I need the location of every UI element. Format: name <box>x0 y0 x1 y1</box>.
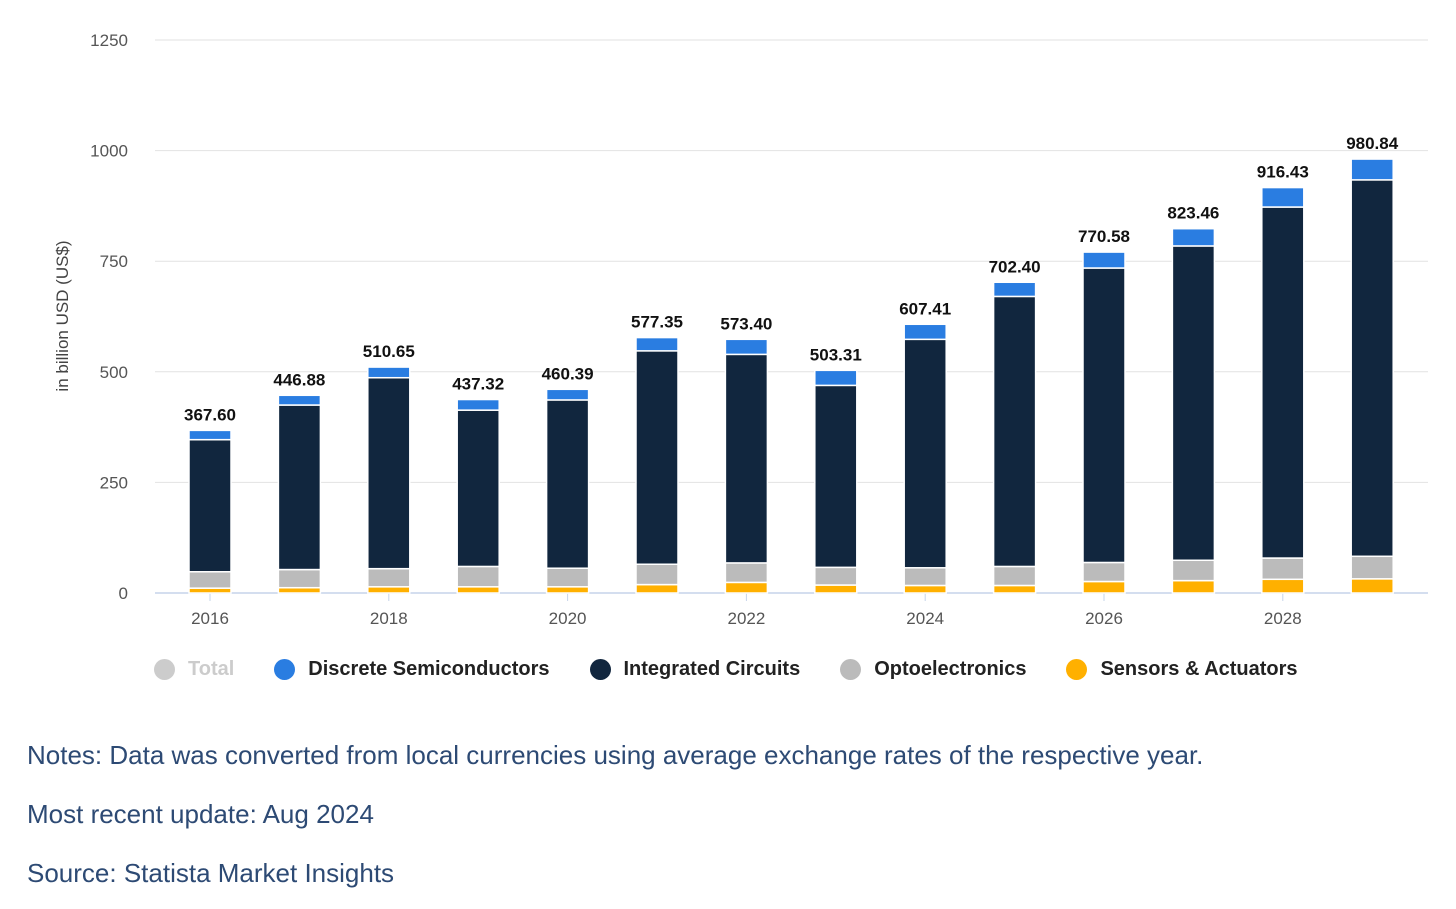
bar-segment-sensors-actuators <box>456 586 500 594</box>
x-tick-label: 2028 <box>1264 609 1302 628</box>
bar-segment-optoelectronics <box>188 571 232 589</box>
bar-segment-optoelectronics <box>1350 555 1394 580</box>
bar-segment-integrated-circuits <box>456 409 500 568</box>
x-tick-label: 2026 <box>1085 609 1123 628</box>
bar-segment-optoelectronics <box>903 567 947 587</box>
bar-segment-discrete-semiconductors <box>992 281 1037 298</box>
bar-segment-optoelectronics <box>367 567 411 588</box>
y-tick-label: 1000 <box>90 142 128 161</box>
stacked-bar-chart: 0 250 500 750 1000 1250 in billion USD (US$) 20… <box>53 31 1428 628</box>
y-tick-label: 1250 <box>90 31 128 50</box>
bar-segment-discrete-semiconductors <box>635 336 679 352</box>
bar-segment-integrated-circuits <box>1082 267 1126 564</box>
total-data-label: 702.40 <box>989 257 1041 276</box>
bar-segment-optoelectronics <box>992 565 1037 587</box>
bar-segment-discrete-semiconductors <box>188 429 232 441</box>
bar-segment-optoelectronics <box>1082 561 1126 583</box>
legend-item-sensors[interactable]: Sensors & Actuators <box>1066 658 1298 681</box>
x-tick-label: 2024 <box>906 609 944 628</box>
bar-segment-discrete-semiconductors <box>1350 158 1394 181</box>
y-tick-label: 250 <box>100 473 128 492</box>
bar-segment-sensors-actuators <box>992 584 1037 594</box>
bar-segment-integrated-circuits <box>992 295 1037 568</box>
bar-segment-integrated-circuits <box>277 404 322 571</box>
bar-segment-optoelectronics <box>814 566 858 586</box>
bar-segment-sensors-actuators <box>635 583 679 594</box>
bar-segment-integrated-circuits <box>635 350 679 565</box>
bar-segment-integrated-circuits <box>1171 245 1216 562</box>
legend-item-ic[interactable]: Integrated Circuits <box>589 658 800 681</box>
bar-segment-discrete-semiconductors <box>814 369 858 387</box>
bar-segment-integrated-circuits <box>1350 179 1394 558</box>
legend-dot-icon <box>274 659 296 680</box>
notes-text: Notes: Data was converted from local cur… <box>27 740 1204 770</box>
bar-segment-discrete-semiconductors <box>456 398 500 411</box>
y-tick-label: 500 <box>100 363 128 382</box>
x-tick-label: 2018 <box>370 609 408 628</box>
bar-segment-sensors-actuators <box>277 586 322 594</box>
legend-item-discrete[interactable]: Discrete Semiconductors <box>274 658 550 681</box>
bar-segment-sensors-actuators <box>724 581 769 594</box>
total-data-label: 510.65 <box>363 342 415 361</box>
bar-segment-sensors-actuators <box>545 586 590 594</box>
legend-dot-icon <box>840 659 862 680</box>
bar-segment-sensors-actuators <box>814 584 858 594</box>
total-data-label: 577.35 <box>631 313 683 332</box>
bar-segment-discrete-semiconductors <box>724 338 769 356</box>
x-tick-label: 2022 <box>727 609 765 628</box>
y-axis-title: in billion USD (US$) <box>53 240 72 391</box>
bar-segment-optoelectronics <box>1171 559 1216 582</box>
y-tick-label: 0 <box>119 584 128 603</box>
source-link[interactable]: Source: Statista Market Insights <box>27 858 395 888</box>
legend: Total Discrete Semiconductors Integrated… <box>154 658 1338 681</box>
total-data-label: 823.46 <box>1167 204 1219 223</box>
total-data-label: 916.43 <box>1257 163 1309 182</box>
bar-segment-integrated-circuits <box>903 338 947 569</box>
bar-segment-optoelectronics <box>277 568 322 589</box>
total-data-label: 770.58 <box>1078 227 1130 246</box>
bar-segment-discrete-semiconductors <box>277 394 322 406</box>
legend-dot-icon <box>589 659 611 680</box>
bar-segment-integrated-circuits <box>814 384 858 569</box>
bar-segment-optoelectronics <box>456 565 500 588</box>
bar-segment-sensors-actuators <box>903 584 947 594</box>
legend-item-total[interactable]: Total <box>154 658 234 681</box>
bar-segment-optoelectronics <box>545 567 590 588</box>
update-text: Most recent update: Aug 2024 <box>27 799 374 829</box>
bar-segment-optoelectronics <box>635 563 679 586</box>
bar-segment-discrete-semiconductors <box>367 366 411 379</box>
bar-segment-integrated-circuits <box>724 353 769 564</box>
x-tick-label: 2016 <box>191 609 229 628</box>
total-data-label: 437.32 <box>452 375 504 394</box>
bar-segment-integrated-circuits <box>1261 206 1305 559</box>
bar-segment-discrete-semiconductors <box>1082 251 1126 269</box>
legend-item-opto[interactable]: Optoelectronics <box>840 658 1026 681</box>
bar-segment-discrete-semiconductors <box>903 323 947 341</box>
y-tick-label: 750 <box>100 252 128 271</box>
bar-segment-discrete-semiconductors <box>1261 186 1305 208</box>
bar-segment-sensors-actuators <box>1261 578 1305 594</box>
bar-segment-discrete-semiconductors <box>1171 227 1216 247</box>
bar-segment-discrete-semiconductors <box>545 388 590 401</box>
bar-segment-integrated-circuits <box>188 438 232 573</box>
bar-segment-sensors-actuators <box>1082 580 1126 594</box>
legend-dot-icon <box>1066 659 1088 680</box>
bar-segment-sensors-actuators <box>1350 578 1394 594</box>
bar-segment-optoelectronics <box>1261 557 1305 581</box>
bar-segment-sensors-actuators <box>1171 579 1216 594</box>
total-data-label: 573.40 <box>720 314 772 333</box>
bar-segment-sensors-actuators <box>367 586 411 594</box>
total-data-label: 980.84 <box>1346 134 1399 153</box>
x-tick-label: 2020 <box>549 609 587 628</box>
legend-dot-icon <box>154 659 175 680</box>
total-data-label: 460.39 <box>542 364 594 383</box>
total-data-label: 367.60 <box>184 405 236 424</box>
total-data-label: 446.88 <box>273 370 325 389</box>
bar-segment-integrated-circuits <box>545 399 590 569</box>
total-data-label: 607.41 <box>899 299 951 318</box>
bar-segment-integrated-circuits <box>367 376 411 570</box>
bar-segment-optoelectronics <box>724 562 769 584</box>
total-data-label: 503.31 <box>810 345 862 364</box>
